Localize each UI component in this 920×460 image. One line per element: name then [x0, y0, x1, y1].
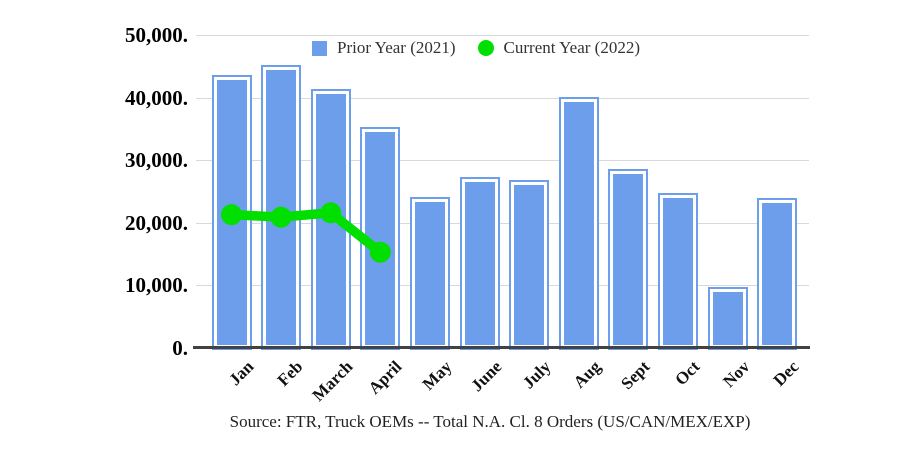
source-note: Source: FTR, Truck OEMs -- Total N.A. Cl… [229, 412, 751, 431]
current-year-circle-icon [477, 40, 494, 56]
y-axis-label: 20,000. [125, 210, 188, 235]
plot-area: Jan Feb March April May June July Aug Sept Oct Nov… [193, 35, 810, 405]
gridline [196, 35, 809, 36]
y-axis-label: 50,000. [125, 23, 188, 47]
legend-item-prior-year: Prior Year (2021) [312, 38, 456, 58]
gridline [196, 97, 809, 99]
bar-feb [261, 64, 302, 350]
x-axis-line [193, 346, 810, 349]
bar-nov [707, 286, 748, 351]
current-year-line [221, 202, 391, 263]
gridline [196, 222, 809, 224]
bar-sept [608, 169, 649, 350]
bar-july [509, 180, 550, 350]
y-axis: 0. 10,000. 20,000. 30,000. 40,000. 50,000. [0, 0, 188, 400]
bar-june [459, 176, 500, 350]
legend-item-current-year: Current Year (2022) [477, 38, 640, 58]
y-axis-label: 0. [172, 336, 188, 360]
gridline [196, 160, 809, 162]
y-axis-label: 10,000. [125, 273, 188, 298]
prior-year-square-icon [312, 40, 327, 56]
legend-label-prior-year: Prior Year (2021) [337, 38, 456, 57]
bar-aug [558, 97, 599, 350]
y-axis-label: 40,000. [125, 85, 188, 110]
y-axis-label: 30,000. [125, 148, 188, 173]
legend-label-current-year: Current Year (2022) [503, 38, 640, 57]
legend: Prior Year (2021) Current Year (2022) [312, 38, 640, 58]
bar-dec [757, 198, 798, 350]
gridline [196, 285, 809, 287]
